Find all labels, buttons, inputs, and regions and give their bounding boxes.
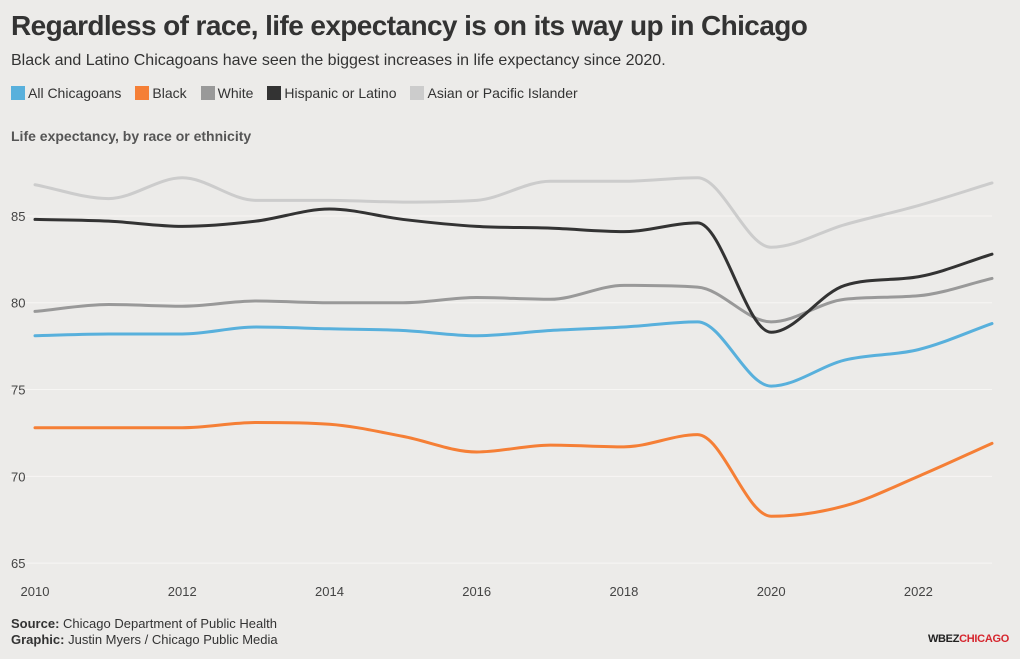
series-layer <box>33 176 994 518</box>
x-tick-label-2016: 2016 <box>462 584 491 599</box>
chart-subtitle: Black and Latino Chicagoans have seen th… <box>11 52 666 69</box>
graphic-credit-line: Graphic: Justin Myers / Chicago Public M… <box>11 632 278 648</box>
legend: All Chicagoans Black White Hispanic or Lati… <box>11 85 592 101</box>
legend-swatch-asian-or-pacific-islander <box>410 86 425 100</box>
legend-item-asian-or-pacific-islander: Asian or Pacific Islander <box>410 85 578 101</box>
source-text: Chicago Department of Public Health <box>63 616 277 631</box>
grid-layer <box>10 215 992 564</box>
x-tick-label-2018: 2018 <box>609 584 638 599</box>
source-line: Source: Chicago Department of Public Hea… <box>11 616 278 632</box>
source-label: Source: <box>11 616 60 631</box>
y-tick-label-70: 70 <box>11 469 25 484</box>
y-tick-label-65: 65 <box>11 556 25 571</box>
footer: Source: Chicago Department of Public Hea… <box>11 616 278 648</box>
graphic-label: Graphic: <box>11 632 65 647</box>
legend-label-hispanic-or-latino: Hispanic or Latino <box>284 85 397 101</box>
chart-title: Regardless of race, life expectancy is o… <box>11 10 808 41</box>
series-line-asian-or-pacific-islander <box>33 176 994 249</box>
brand-logo: WBEZCHICAGO <box>928 633 1009 645</box>
legend-label-all-chicagoans: All Chicagoans <box>28 85 122 101</box>
series-line-black <box>33 421 994 518</box>
legend-label-black: Black <box>152 85 187 101</box>
x-tick-label-2014: 2014 <box>315 584 344 599</box>
series-line-all-chicagoans <box>33 320 994 388</box>
x-tick-label-2010: 2010 <box>21 584 50 599</box>
legend-item-hispanic-or-latino: Hispanic or Latino <box>267 85 396 101</box>
y-axis-label: Life expectancy, by race or ethnicity <box>11 128 252 144</box>
legend-swatch-black <box>135 86 150 100</box>
legend-swatch-all-chicagoans <box>11 86 25 100</box>
legend-item-white: White <box>200 85 254 101</box>
legend-item-all-chicagoans: All Chicagoans <box>11 85 121 101</box>
brand-logo-part2: CHICAGO <box>959 633 1009 645</box>
x-tick-label-2012: 2012 <box>168 584 197 599</box>
legend-item-black: Black <box>135 85 187 101</box>
y-tick-label-75: 75 <box>11 383 25 398</box>
legend-swatch-hispanic-or-latino <box>267 86 282 100</box>
legend-swatch-white <box>200 86 215 100</box>
legend-label-white: White <box>217 85 254 101</box>
graphic-text: Justin Myers / Chicago Public Media <box>68 632 278 647</box>
y-tick-label-80: 80 <box>11 296 25 311</box>
brand-logo-part1: WBEZ <box>927 633 960 645</box>
y-tick-label-85: 85 <box>11 209 25 224</box>
series-line-hispanic-or-latino <box>33 207 994 334</box>
legend-label-asian-or-pacific-islander: Asian or Pacific Islander <box>427 85 578 101</box>
axis-layer: 65 70 75 80 85 2010 2012 2014 2016 2018 2020 2022 <box>11 209 933 599</box>
series-line-white <box>33 276 994 324</box>
x-tick-label-2020: 2020 <box>757 584 786 599</box>
x-tick-label-2022: 2022 <box>904 584 933 599</box>
